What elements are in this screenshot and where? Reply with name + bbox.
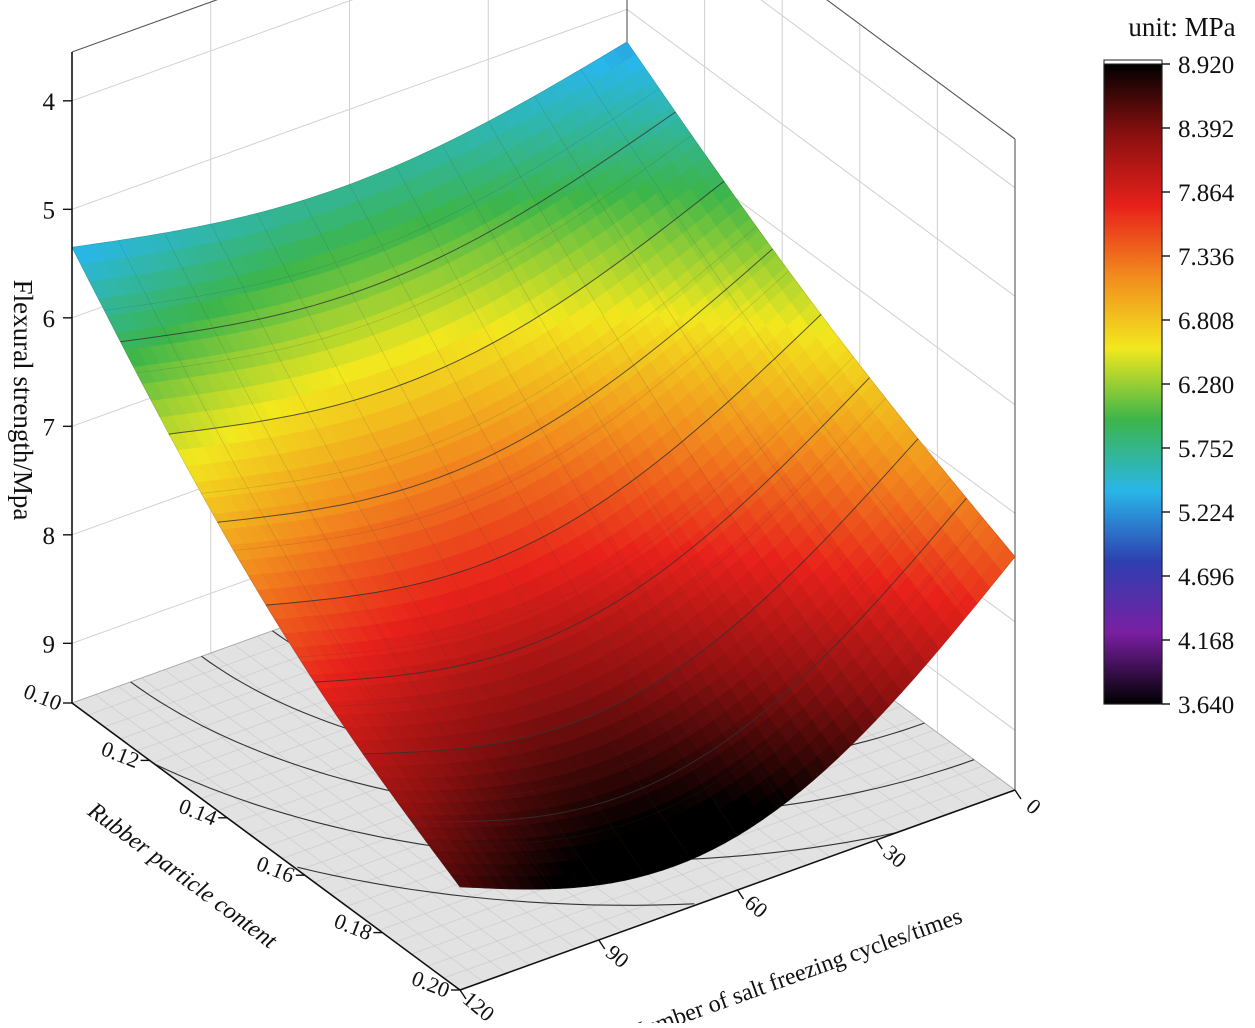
surface-mesh-line	[459, 556, 1016, 890]
x-tick-label: 60	[740, 890, 773, 923]
surface-contour-line	[265, 314, 822, 606]
y-tick-label: 0.10	[20, 678, 65, 715]
surface-mesh-line	[427, 517, 983, 845]
x-tick-label: 0	[1022, 793, 1047, 819]
z-axis-title: Flexural strength/Mpa	[8, 280, 38, 521]
z-tick-label: 9	[43, 631, 56, 658]
floor-grid-line	[118, 686, 507, 974]
surface-mesh-line	[201, 226, 757, 494]
x-tick-label: 30	[879, 840, 912, 873]
floor-grid-line	[94, 694, 484, 982]
surface-contour-line	[362, 438, 919, 755]
response-surface	[71, 41, 1016, 890]
floor-grid-line	[141, 677, 530, 966]
surface-cell	[450, 874, 474, 888]
colorbar-tick-label: 7.864	[1178, 180, 1235, 207]
colorbar-tick-label: 8.392	[1178, 116, 1234, 143]
wall-gridline-z	[71, 0, 1016, 189]
surface-contour-line	[168, 180, 725, 435]
x-axis-title: Number of salt freezing cycles/times	[625, 903, 966, 1023]
x-tick	[1014, 789, 1022, 800]
colorbar-tick-label: 4.168	[1178, 628, 1234, 655]
colorbar-tick-label: 3.640	[1178, 692, 1234, 719]
surface-mesh-line	[298, 356, 854, 658]
x-tick	[459, 989, 467, 1000]
colorbar-top-cap	[1103, 59, 1163, 65]
colorbar-title: unit: MPa	[1128, 12, 1235, 42]
colorbar-tick-label: 5.224	[1178, 500, 1235, 527]
x-tick	[598, 939, 606, 950]
surface-mesh-line	[136, 135, 692, 374]
z-tick-label: 5	[43, 197, 56, 224]
colorbar-tick-label: 7.336	[1178, 244, 1234, 271]
surface-contour-line	[217, 248, 773, 523]
surface-mesh-line	[71, 41, 628, 248]
x-tick-label: 120	[458, 986, 499, 1023]
x-tick-label: 90	[601, 940, 634, 973]
surface-contour-line	[120, 111, 676, 343]
y-axis-line	[71, 702, 461, 991]
floor-grid-line	[164, 669, 553, 957]
colorbar-tick-label: 5.752	[1178, 436, 1234, 463]
colorbar: unit: MPa 8.920 8.392 7.864 7.336 6.808 6.280 5…	[1103, 12, 1236, 719]
surface-mesh-line	[330, 398, 886, 707]
floor-grid-line	[443, 777, 999, 979]
z-tick-label: 8	[43, 523, 56, 550]
surface-mesh-line	[104, 88, 660, 311]
floor-contour-line	[297, 866, 695, 906]
colorbar-tick-label: 6.808	[1178, 308, 1234, 335]
z-tick-label: 6	[43, 306, 56, 333]
floor-grid-line	[427, 765, 983, 967]
box-top-edge	[71, 0, 1016, 140]
colorbar-tick-label: 6.280	[1178, 372, 1234, 399]
surface-contour-line	[314, 377, 870, 683]
surface-mesh-line	[233, 270, 789, 551]
z-tick-label: 4	[43, 89, 56, 116]
z-tick-label: 7	[43, 414, 56, 441]
x-tick	[736, 889, 745, 900]
surface-contour-line	[411, 497, 967, 823]
colorbar-gradient	[1103, 63, 1163, 705]
x-tick	[875, 839, 883, 850]
surface-mesh-line	[395, 478, 951, 800]
colorbar-tick-label: 4.696	[1178, 564, 1234, 591]
colorbar-tick-label: 8.920	[1178, 52, 1234, 79]
